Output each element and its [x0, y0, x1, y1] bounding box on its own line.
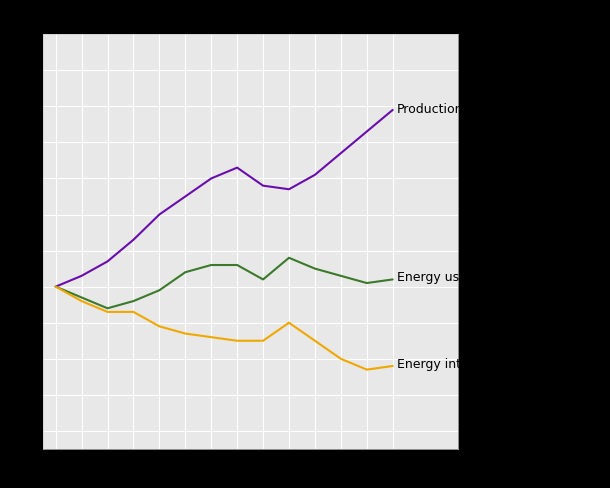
Text: Energy use: Energy use: [396, 271, 467, 284]
Text: Energy intensity: Energy intensity: [396, 358, 498, 371]
Text: Production: Production: [396, 103, 463, 117]
